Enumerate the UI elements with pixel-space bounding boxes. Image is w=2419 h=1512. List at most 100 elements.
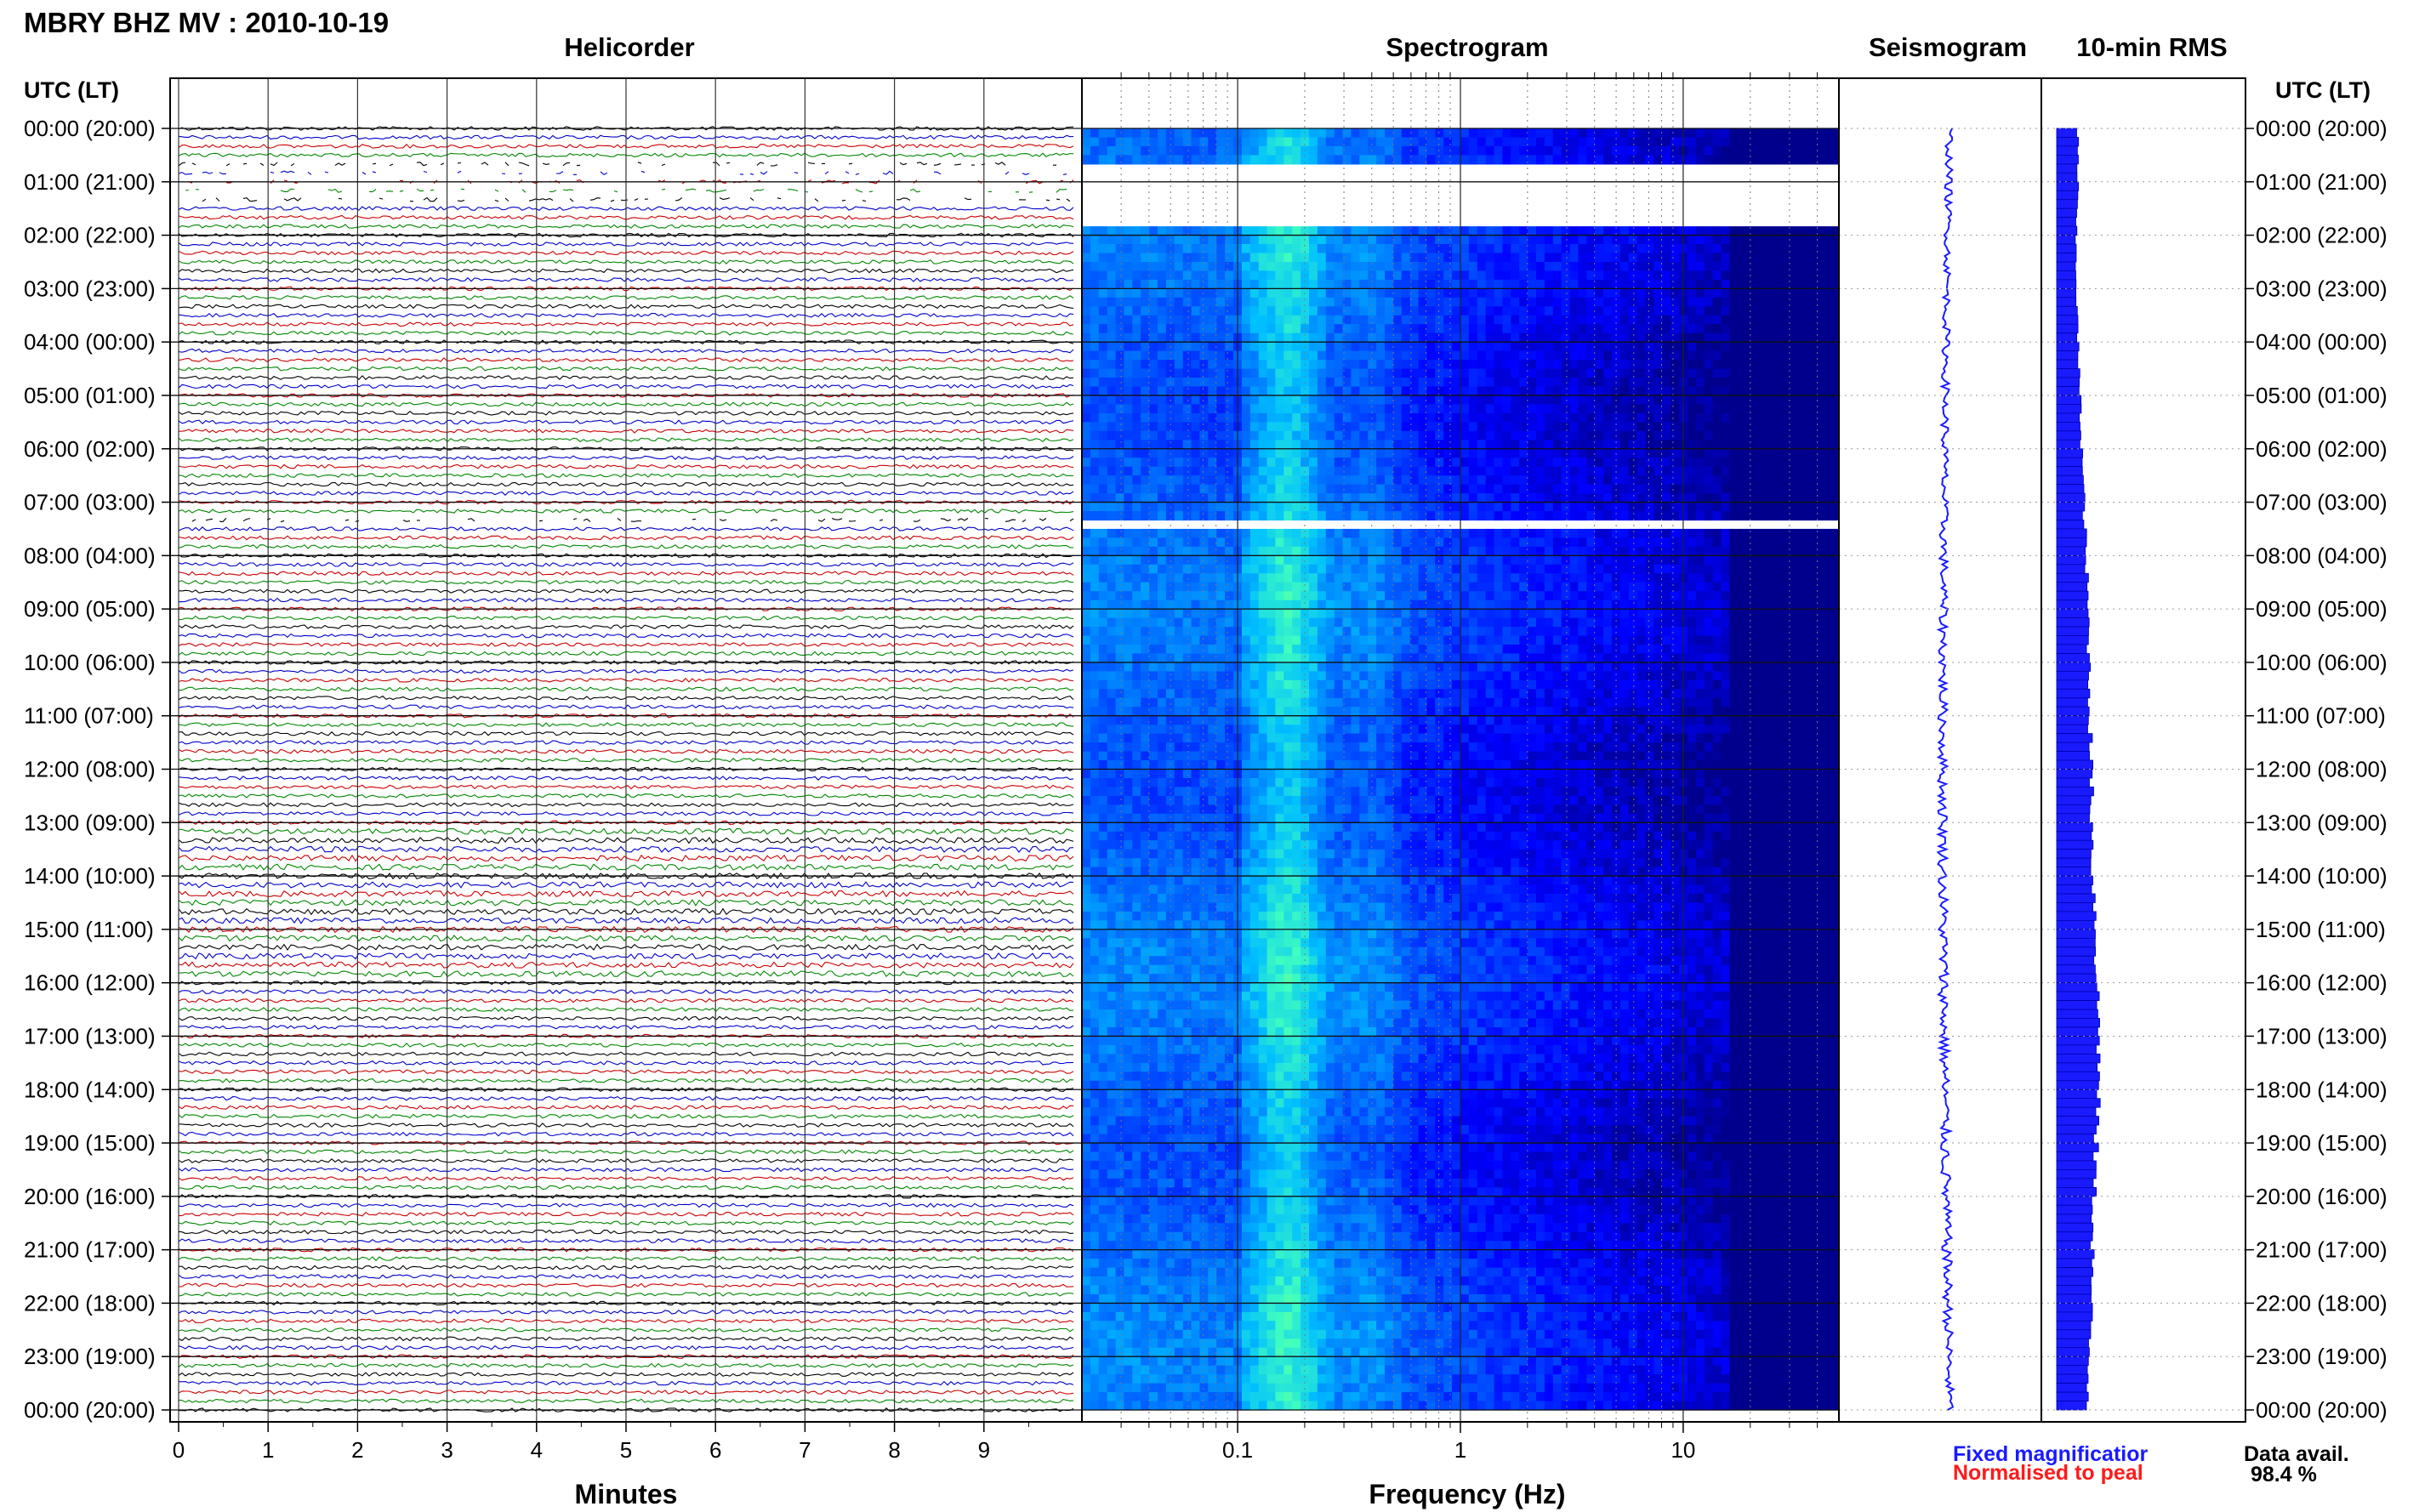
spectrogram-cell [1241,412,1251,423]
spectrogram-cell [1182,368,1192,378]
spectrogram-cell [1359,395,1369,406]
spectrogram-cell [1755,262,1764,272]
spectrogram-cell [1788,226,1798,236]
spectrogram-cell [1368,404,1377,414]
spectrogram-cell [1738,555,1747,566]
spectrogram-cell [1595,226,1604,236]
spectrogram-cell [1771,315,1781,325]
spectrogram-cell [1552,342,1562,352]
spectrogram-cell [1796,404,1807,414]
spectrogram-cell [1174,573,1184,583]
spectrogram-cell [1552,395,1562,406]
spectrogram-cell [1796,502,1807,512]
spectrogram-cell [1460,253,1470,263]
spectrogram-cell [1283,653,1293,663]
spectrogram-cell [1401,253,1411,263]
spectrogram-cell [1746,537,1756,548]
spectrogram-cell [1368,262,1377,272]
spectrogram-cell [1578,368,1587,378]
spectrogram-cell [1813,350,1823,361]
spectrogram-cell [1653,412,1663,423]
spectrogram-cell [1763,493,1773,503]
spectrogram-cell [1452,573,1461,583]
spectrogram-cell [1385,493,1394,503]
spectrogram-cell [1334,253,1344,263]
spectrogram-cell [1755,342,1764,352]
spectrogram-cell [1174,440,1184,450]
spectrogram-cell [1452,466,1461,476]
spectrogram-cell [1368,279,1377,289]
spectrogram-cell [1796,528,1807,538]
spectrogram-cell [1266,484,1277,494]
spectrogram-cell [1805,315,1814,325]
spectrogram-cell [1191,564,1201,574]
spectrogram-cell [1124,448,1133,458]
spectrogram-cell [1805,350,1814,361]
spectrogram-cell [1536,226,1545,236]
spectrogram-cell [1746,430,1756,441]
spectrogram-cell [1603,484,1613,494]
spectrogram-cell [1636,306,1647,316]
spectrogram-cell [1645,502,1655,512]
spectrogram-cell [1115,404,1125,414]
spectrogram-cell [1788,395,1798,406]
spectrogram-cell [1090,306,1100,316]
spectrogram-cell [1468,235,1478,245]
spectrogram-cell [1435,350,1444,361]
spectrogram-cell [1653,475,1663,486]
spectrogram-cell [1460,412,1470,423]
spectrogram-cell [1158,573,1167,583]
spectrogram-cell [1165,662,1175,672]
spectrogram-cell [1603,360,1613,370]
spectrogram-cell [1653,617,1663,628]
spectrogram-cell [1796,645,1807,655]
spectrogram-cell [1796,537,1807,548]
spectrogram-cell [1763,333,1773,343]
spectrogram-cell [1385,448,1394,458]
spectrogram-cell [1671,609,1680,619]
spectrogram-cell [1511,617,1520,628]
spectrogram-cell [1561,342,1571,352]
spectrogram-cell [1216,555,1226,566]
spectrogram-cell [1729,609,1739,619]
spectrogram-cell [1771,448,1781,458]
spectrogram-cell [1082,270,1091,281]
spectrogram-cell [1359,635,1369,645]
spectrogram-cell [1813,315,1823,325]
spectrogram-cell [1249,333,1260,343]
spectrogram-cell [1249,635,1260,645]
spectrogram-cell [1586,627,1596,637]
spectrogram-cell [1266,244,1277,254]
spectrogram-cell [1426,262,1436,272]
spectrogram-cell [1124,609,1133,619]
spectrogram-cell [1208,440,1217,450]
spectrogram-cell [1813,422,1823,432]
spectrogram-cell [1636,662,1647,672]
spectrogram-cell [1485,511,1495,521]
spectrogram-cell [1779,128,1790,139]
spectrogram-cell [1174,537,1184,548]
spectrogram-cell [1619,324,1630,334]
spectrogram-cell [1771,306,1781,316]
spectrogram-cell [1225,306,1234,316]
spectrogram-cell [1342,137,1352,147]
spectrogram-cell [1822,288,1831,298]
spectrogram-cell [1636,617,1647,628]
spectrogram-cell [1199,360,1209,370]
spectrogram-cell [1460,262,1470,272]
spectrogram-cell [1258,270,1268,281]
spectrogram-cell [1208,244,1217,254]
spectrogram-cell [1595,645,1604,655]
spectrogram-cell [1385,350,1394,361]
spectrogram-cell [1199,466,1209,476]
spectrogram-cell [1452,253,1461,263]
spectrogram-cell [1595,502,1604,512]
spectrogram-cell [1645,315,1655,325]
spectrogram-cell [1301,653,1310,663]
spectrogram-cell [1763,297,1773,307]
spectrogram-cell [1612,226,1621,236]
spectrogram-cell [1502,600,1511,610]
spectrogram-cell [1301,315,1310,325]
spectrogram-cell [1619,671,1630,681]
spectrogram-cell [1552,270,1562,281]
